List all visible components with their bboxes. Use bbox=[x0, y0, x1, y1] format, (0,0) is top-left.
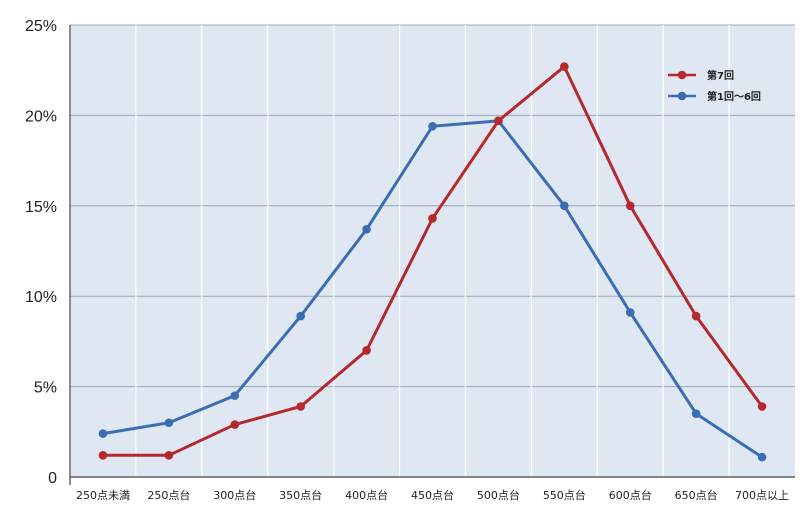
data-point bbox=[757, 452, 767, 462]
x-tick-label: 650点台 bbox=[675, 488, 718, 502]
x-tick-label: 550点台 bbox=[543, 488, 586, 502]
x-tick-label: 250点未満 bbox=[76, 489, 130, 502]
y-tick-labels: 0 5% 10% 15% 20% 25% bbox=[25, 18, 57, 487]
y-tick-label: 25% bbox=[25, 18, 57, 35]
data-point bbox=[494, 116, 503, 126]
data-point bbox=[625, 308, 635, 317]
plot-area bbox=[70, 25, 795, 477]
axes bbox=[69, 25, 795, 485]
legend-marker bbox=[677, 70, 687, 80]
data-point bbox=[757, 402, 767, 411]
data-point bbox=[625, 201, 635, 211]
y-tick-label: 0 bbox=[48, 470, 57, 487]
data-point bbox=[560, 62, 569, 71]
x-tick-label: 350点台 bbox=[279, 488, 322, 502]
data-point bbox=[98, 451, 108, 460]
x-tick-label: 500点台 bbox=[477, 488, 520, 502]
x-tick-labels: 250点未満 250点台 300点台 350点台 400点台 450点台 500点台 550点… bbox=[76, 488, 789, 502]
y-tick-label: 5% bbox=[34, 380, 57, 397]
y-tick-label: 10% bbox=[25, 289, 57, 306]
data-point bbox=[560, 201, 569, 211]
data-point bbox=[362, 346, 371, 355]
data-point bbox=[296, 311, 305, 321]
legend-label: 第7回 bbox=[707, 69, 734, 82]
x-tick-label: 300点台 bbox=[213, 488, 256, 502]
x-tick-label: 450点台 bbox=[411, 488, 454, 502]
gridlines bbox=[70, 24, 795, 477]
data-point bbox=[164, 418, 174, 428]
data-point bbox=[98, 429, 108, 438]
data-point bbox=[428, 214, 437, 223]
data-point bbox=[230, 391, 240, 400]
data-point bbox=[230, 420, 240, 429]
data-point bbox=[428, 121, 437, 131]
y-tick-label: 20% bbox=[25, 108, 57, 125]
data-point bbox=[691, 311, 701, 321]
y-tick-label: 15% bbox=[25, 199, 57, 216]
x-tick-label: 250点台 bbox=[147, 488, 190, 502]
legend-label: 第1回〜6回 bbox=[707, 90, 761, 103]
series-group bbox=[98, 62, 767, 462]
x-tick-label: 700点以上 bbox=[735, 489, 789, 502]
data-point bbox=[362, 225, 371, 234]
data-point bbox=[691, 409, 701, 419]
x-tick-label: 400点台 bbox=[345, 488, 388, 502]
data-point bbox=[164, 451, 174, 460]
data-point bbox=[296, 402, 305, 411]
x-tick-label: 600点台 bbox=[609, 488, 652, 502]
legend-marker bbox=[677, 91, 687, 101]
